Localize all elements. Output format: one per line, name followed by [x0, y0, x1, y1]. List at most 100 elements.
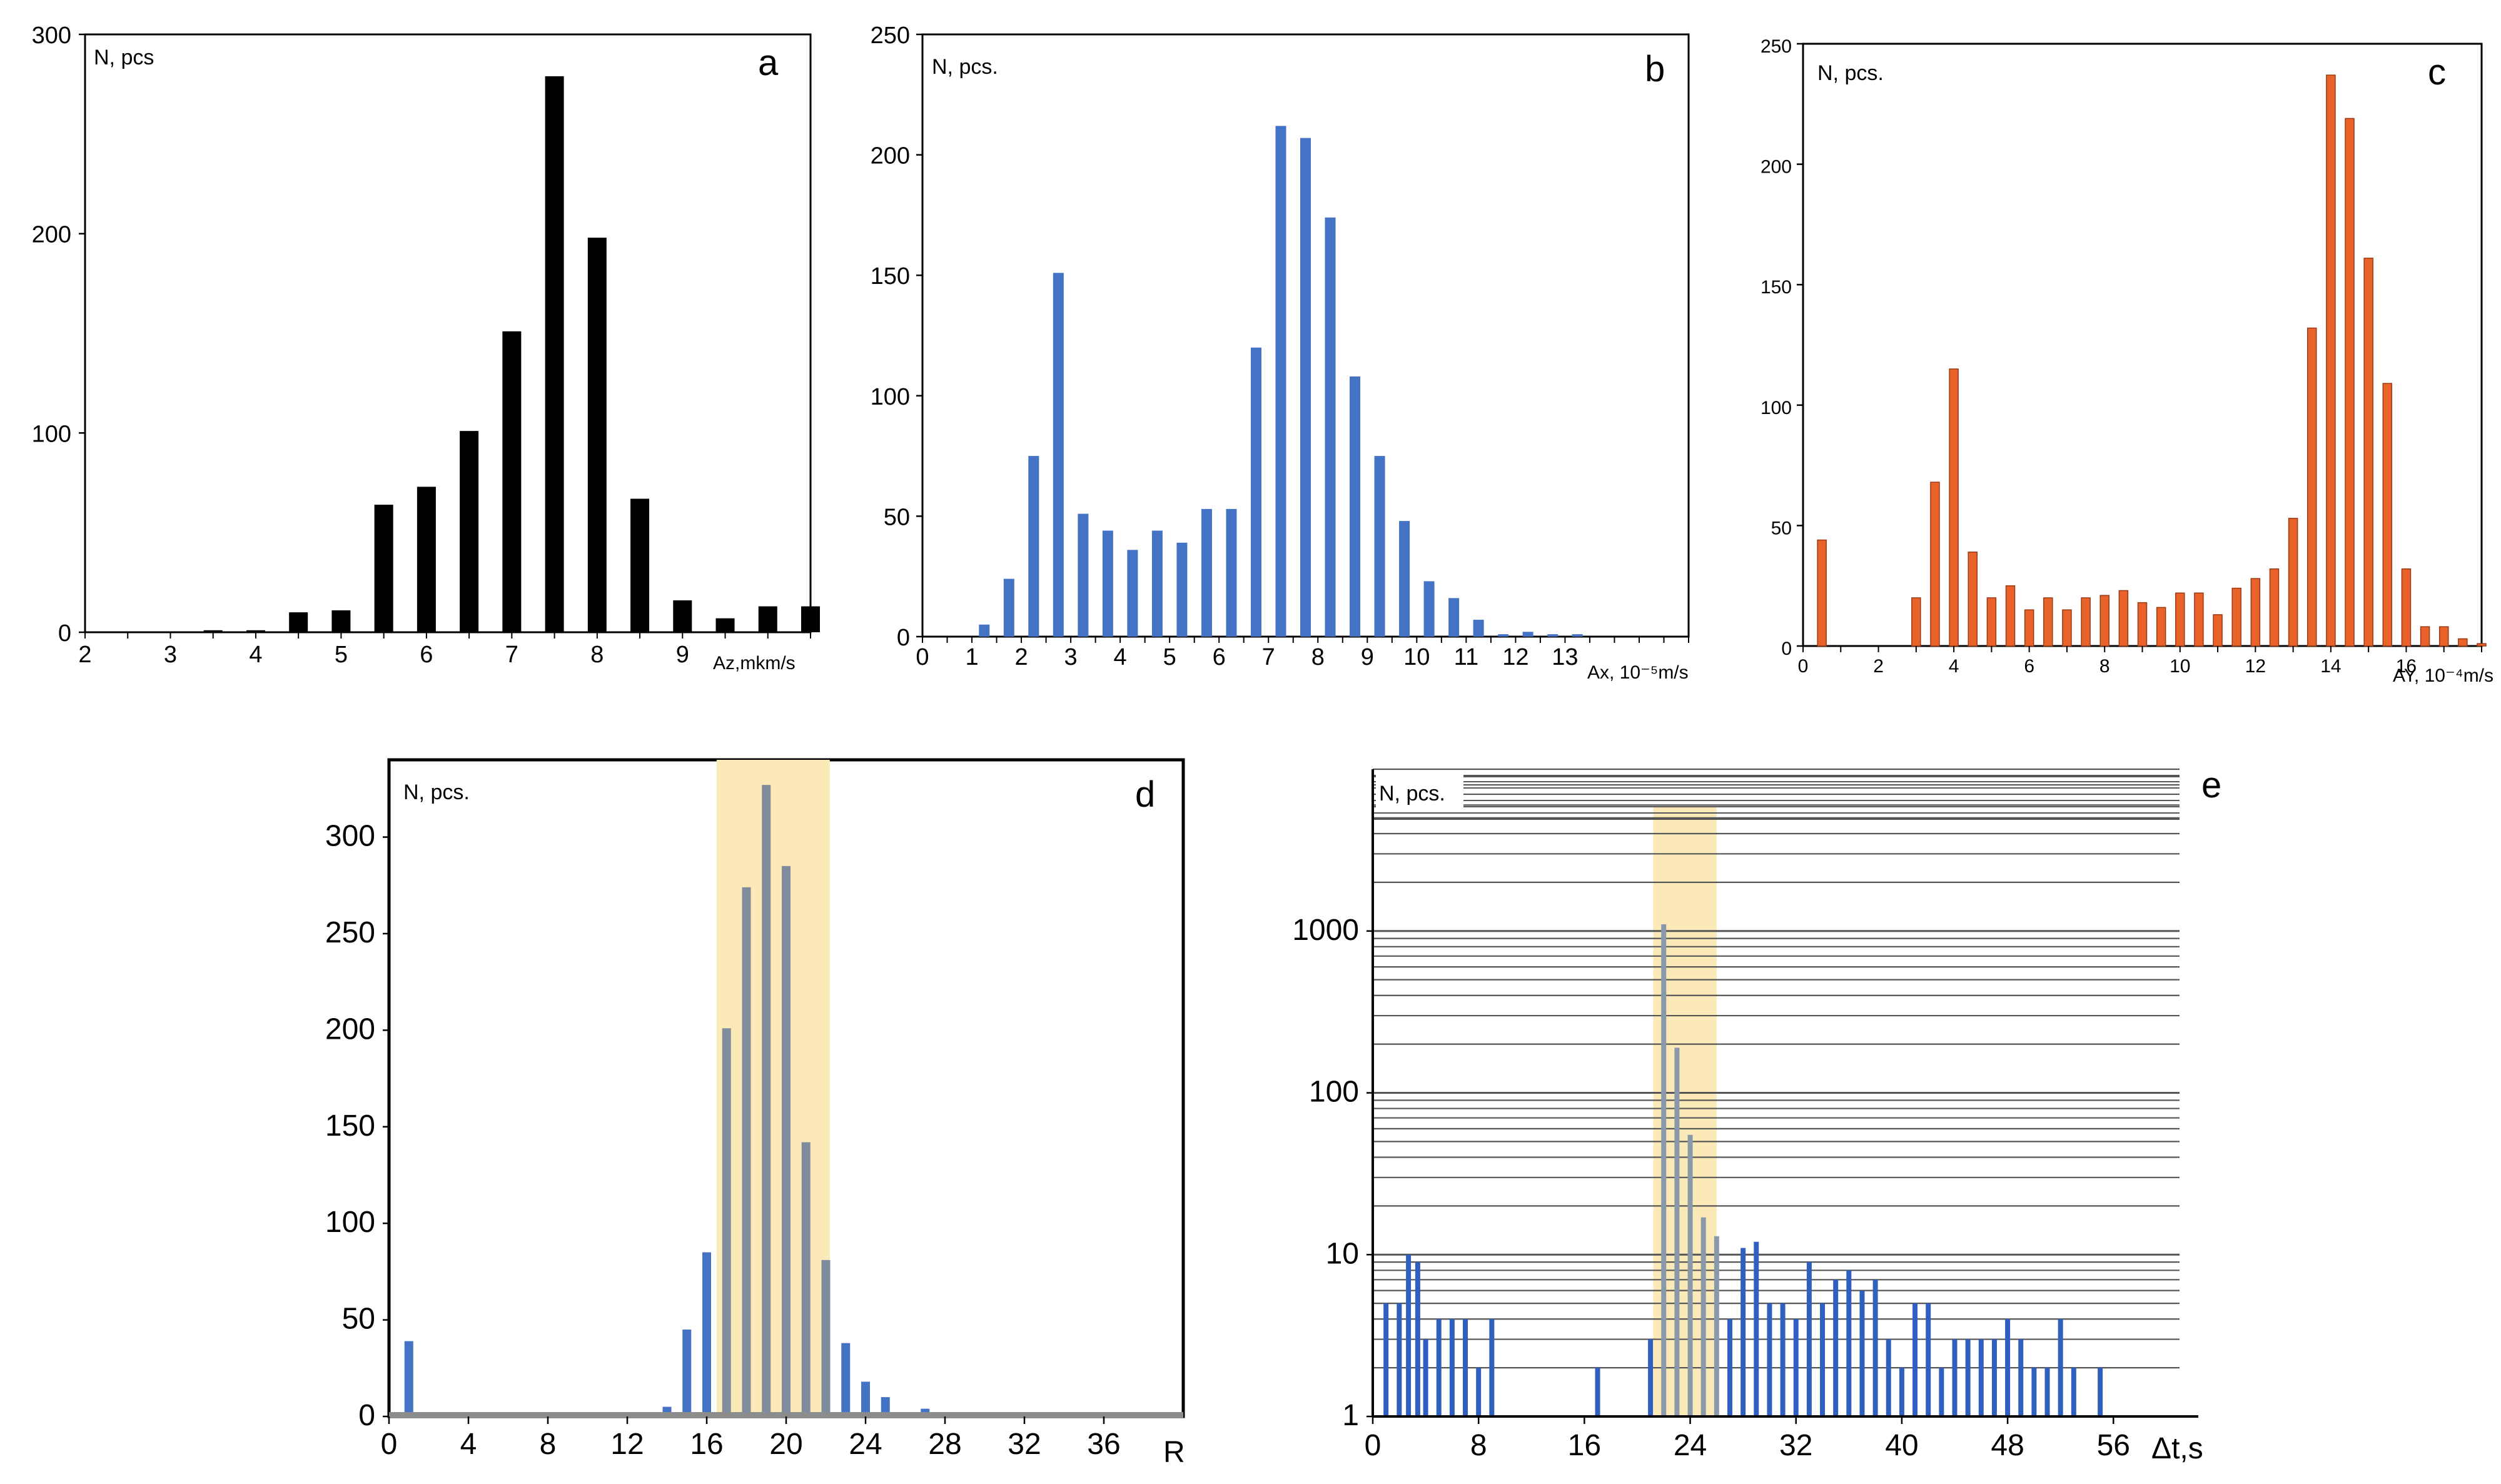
- panel-c-plot-area: [1802, 43, 2483, 647]
- panel-a-plot-area: [84, 33, 812, 633]
- panel-a-bar: [289, 612, 308, 632]
- panel-e-bar: [1965, 1339, 1971, 1416]
- panel-d-x-tick-label: 36: [1087, 1428, 1120, 1461]
- panel-a-x-tick-label: 9: [676, 642, 689, 668]
- panel-e-bar: [2058, 1319, 2063, 1416]
- panel-c-bar: [2288, 518, 2298, 647]
- panel-e-bar: [2031, 1368, 2037, 1416]
- panel-d-y-tick-label: 150: [325, 1109, 375, 1143]
- panel-d-bar: [841, 1343, 851, 1416]
- panel-c-x-tick-label: 16: [2396, 656, 2417, 677]
- panel-e-bar: [1926, 1303, 1931, 1416]
- panel-e-bar: [2071, 1368, 2076, 1416]
- panel-e-bar: [1463, 1319, 1468, 1416]
- panel-d-bar: [881, 1397, 890, 1416]
- panel-b-x-ticks: 0 1 2 3 4 5 6 7 8 9 10 11 12 13: [916, 637, 1689, 670]
- panel-c-bar: [2062, 609, 2072, 647]
- panel-e-bar: [1661, 924, 1667, 1416]
- panel-a-bar: [630, 498, 650, 632]
- panel-a-bar: [545, 76, 564, 633]
- panel-b-x-tick-label: 7: [1262, 644, 1275, 670]
- panel-e-x-tick-label: 0: [1365, 1429, 1382, 1462]
- panel-e-y-ticks: 1 10 100 1000: [1292, 914, 1373, 1432]
- panel-b-bar: [1226, 508, 1237, 637]
- panel-c-bar: [2175, 592, 2185, 647]
- panel-b-bar: [1078, 513, 1089, 637]
- panel-b-bar: [1028, 456, 1039, 637]
- panel-b-bars: [979, 126, 1583, 637]
- panel-b-x-tick-label: 3: [1064, 644, 1078, 670]
- panel-a-x-tick-label: 7: [505, 642, 518, 668]
- panel-c-x-tick-label: 10: [2170, 656, 2190, 677]
- panel-b-bar: [1399, 521, 1410, 637]
- panel-b-bar: [1127, 550, 1138, 637]
- panel-e-bar: [1476, 1368, 1482, 1416]
- panel-d-highlight-band: [716, 760, 830, 1416]
- panel-e-bar: [1793, 1319, 1799, 1416]
- panel-b-bar: [1473, 620, 1484, 637]
- panel-d-bars: [389, 785, 1183, 1418]
- panel-c-x-tick-label: 8: [2099, 656, 2110, 677]
- panel-b-bar: [1572, 634, 1583, 637]
- panel-c-bar: [1949, 368, 1959, 647]
- panel-d-bar: [801, 1142, 811, 1416]
- panel-c-y-tick-label: 150: [1761, 277, 1792, 298]
- panel-e-histogram: 1 10 100 1000 0 8 16 24 32 40 48 56 N, pcs. Δt,s e: [1292, 765, 2221, 1465]
- panel-a-y-tick-label: 0: [58, 620, 71, 647]
- panel-b-x-tick-label: 5: [1163, 644, 1176, 670]
- panel-d-bar: [861, 1381, 870, 1416]
- panel-a-bar: [246, 630, 265, 632]
- panel-e-bar: [1674, 1047, 1680, 1416]
- panel-d-bar: [762, 785, 771, 1416]
- panel-b-bar: [1325, 217, 1336, 637]
- panel-c-bar: [2194, 592, 2204, 647]
- panel-b-x-tick-label: 11: [1454, 644, 1478, 670]
- panel-c-histogram: 0 50 100 150 200 250 0 2 4 6 8 10 12 14 16 N, pcs. AY…: [1761, 36, 2493, 686]
- panel-a-y-tick-label: 200: [32, 222, 71, 248]
- panel-a-y-ticks: 0 100 200 300: [32, 23, 85, 647]
- panel-a-bar: [331, 610, 351, 632]
- panel-e-ylabel-bg: [1376, 774, 1463, 810]
- panel-c-bar: [2137, 602, 2148, 647]
- panel-b-bar: [1300, 138, 1311, 637]
- panel-b-x-tick-label: 12: [1502, 644, 1528, 670]
- panel-e-bar: [1767, 1303, 1772, 1416]
- panel-c-bar: [2382, 383, 2393, 647]
- panel-b-bar: [1201, 508, 1212, 637]
- panel-d-x-tick-label: 32: [1008, 1428, 1041, 1461]
- panel-d-x-tick-label: 28: [928, 1428, 961, 1461]
- panel-e-xlabel: Δt,s: [2151, 1432, 2203, 1465]
- panel-e-x-tick-label: 40: [1885, 1429, 1918, 1462]
- panel-d-y-ticks: 0 50 100 150 200 250 300: [325, 820, 389, 1432]
- panel-b-bar: [1151, 530, 1163, 637]
- panel-d-x-tick-label: 16: [690, 1428, 723, 1461]
- panel-b-letter: b: [1645, 49, 1665, 89]
- panel-c-bar: [2099, 595, 2109, 647]
- panel-c-bar: [2213, 614, 2223, 647]
- panel-c-y-tick-label: 0: [1781, 639, 1792, 659]
- panel-c-xlabel: AY, 10⁻⁴m/s: [2393, 665, 2493, 686]
- panel-d-bar: [404, 1341, 413, 1416]
- panel-a-letter: a: [758, 43, 779, 83]
- panel-c-x-ticks: 0 2 4 6 8 10 12 14 16: [1798, 646, 2482, 677]
- panel-e-bars: [1372, 769, 2198, 1418]
- panel-d-bar: [702, 1252, 711, 1416]
- panel-b-y-tick-label: 0: [897, 625, 910, 651]
- panel-e-bar: [1859, 1290, 1865, 1416]
- panel-e-bar: [1978, 1339, 1984, 1416]
- panel-e-letter: e: [2201, 765, 2221, 805]
- panel-d-x-tick-label: 4: [460, 1428, 477, 1461]
- panel-d-bar: [682, 1330, 692, 1416]
- panel-a-x-ticks: 2 3 4 5 6 7 8 9: [78, 632, 811, 668]
- panel-d-ylabel: N, pcs.: [403, 780, 470, 804]
- panel-d-y-tick-label: 0: [358, 1399, 375, 1432]
- panel-d-x-tick-label: 20: [769, 1428, 802, 1461]
- panel-a-bar: [801, 606, 820, 632]
- panel-e-bar: [1872, 1280, 1878, 1416]
- panel-b-y-ticks: 0 50 100 150 200 250: [871, 23, 922, 651]
- panel-d-bar: [742, 887, 751, 1416]
- panel-e-bar: [1397, 1303, 1402, 1416]
- panel-c-y-tick-label: 100: [1761, 398, 1792, 418]
- panel-e-bar: [1991, 1339, 1997, 1416]
- panel-c-y-tick-label: 200: [1761, 157, 1792, 178]
